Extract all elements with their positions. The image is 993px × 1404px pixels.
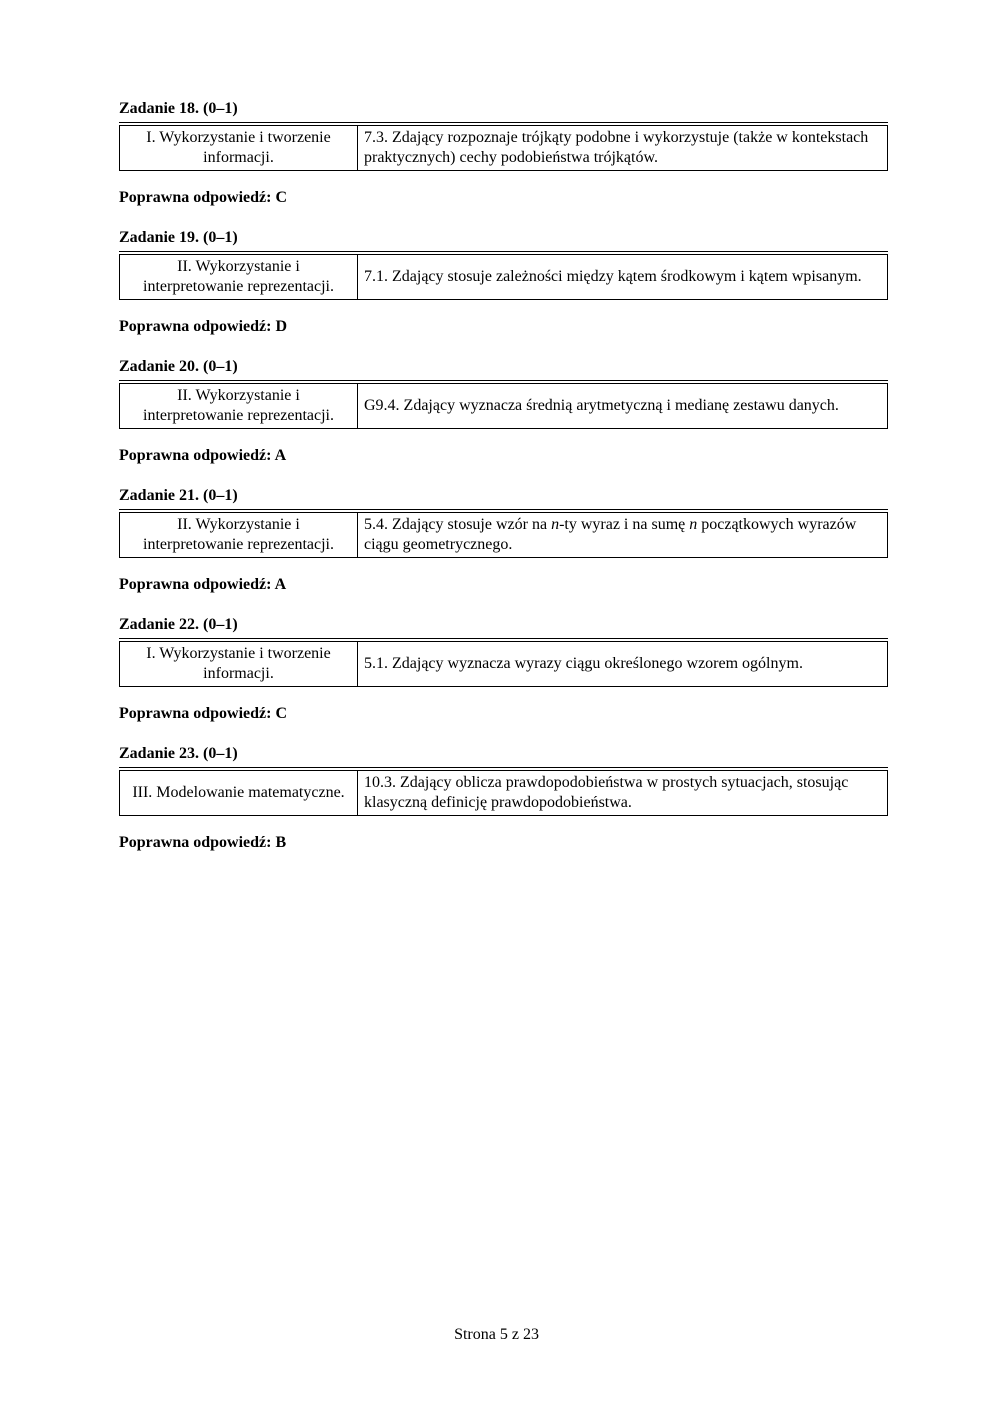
table-row: II. Wykorzystanie i interpretowanie repr… (120, 513, 888, 558)
answer: Poprawna odpowiedź: D (119, 318, 888, 336)
requirement-left: II. Wykorzystanie i interpretowanie repr… (120, 255, 358, 300)
requirement-right: 5.4. Zdający stosuje wzór na n-ty wyraz … (358, 513, 888, 558)
requirement-right: G9.4. Zdający wyznacza średnią arytmetyc… (358, 384, 888, 429)
requirement-table: II. Wykorzystanie i interpretowanie repr… (119, 254, 888, 300)
requirement-left: II. Wykorzystanie i interpretowanie repr… (120, 384, 358, 429)
requirement-right: 10.3. Zdający oblicza prawdopodobieństwa… (358, 771, 888, 816)
answer: Poprawna odpowiedź: B (119, 834, 888, 852)
page-footer: Strona 5 z 23 (0, 1326, 993, 1344)
requirement-table: I. Wykorzystanie i tworzenie informacji.… (119, 125, 888, 171)
task-title: Zadanie 21. (0–1) (119, 487, 888, 505)
table-row: II. Wykorzystanie i interpretowanie repr… (120, 384, 888, 429)
divider (119, 251, 888, 252)
requirement-table: II. Wykorzystanie i interpretowanie repr… (119, 512, 888, 558)
requirement-table: III. Modelowanie matematyczne. 10.3. Zda… (119, 770, 888, 816)
answer: Poprawna odpowiedź: C (119, 189, 888, 207)
requirement-right: 7.3. Zdający rozpoznaje trójkąty podobne… (358, 126, 888, 171)
task-title: Zadanie 22. (0–1) (119, 616, 888, 634)
task-title: Zadanie 20. (0–1) (119, 358, 888, 376)
table-row: I. Wykorzystanie i tworzenie informacji.… (120, 642, 888, 687)
task-title: Zadanie 18. (0–1) (119, 100, 888, 118)
requirement-left: II. Wykorzystanie i interpretowanie repr… (120, 513, 358, 558)
divider (119, 509, 888, 510)
requirement-left: I. Wykorzystanie i tworzenie informacji. (120, 642, 358, 687)
table-row: III. Modelowanie matematyczne. 10.3. Zda… (120, 771, 888, 816)
divider (119, 122, 888, 123)
requirement-right: 5.1. Zdający wyznacza wyrazy ciągu okreś… (358, 642, 888, 687)
requirement-left: III. Modelowanie matematyczne. (120, 771, 358, 816)
task-title: Zadanie 19. (0–1) (119, 229, 888, 247)
divider (119, 767, 888, 768)
requirement-right: 7.1. Zdający stosuje zależności między k… (358, 255, 888, 300)
divider (119, 638, 888, 639)
answer: Poprawna odpowiedź: A (119, 576, 888, 594)
table-row: I. Wykorzystanie i tworzenie informacji.… (120, 126, 888, 171)
answer: Poprawna odpowiedź: C (119, 705, 888, 723)
page: Zadanie 18. (0–1) I. Wykorzystanie i two… (0, 0, 993, 1404)
requirement-table: II. Wykorzystanie i interpretowanie repr… (119, 383, 888, 429)
requirement-table: I. Wykorzystanie i tworzenie informacji.… (119, 641, 888, 687)
requirement-left: I. Wykorzystanie i tworzenie informacji. (120, 126, 358, 171)
divider (119, 380, 888, 381)
task-title: Zadanie 23. (0–1) (119, 745, 888, 763)
answer: Poprawna odpowiedź: A (119, 447, 888, 465)
table-row: II. Wykorzystanie i interpretowanie repr… (120, 255, 888, 300)
